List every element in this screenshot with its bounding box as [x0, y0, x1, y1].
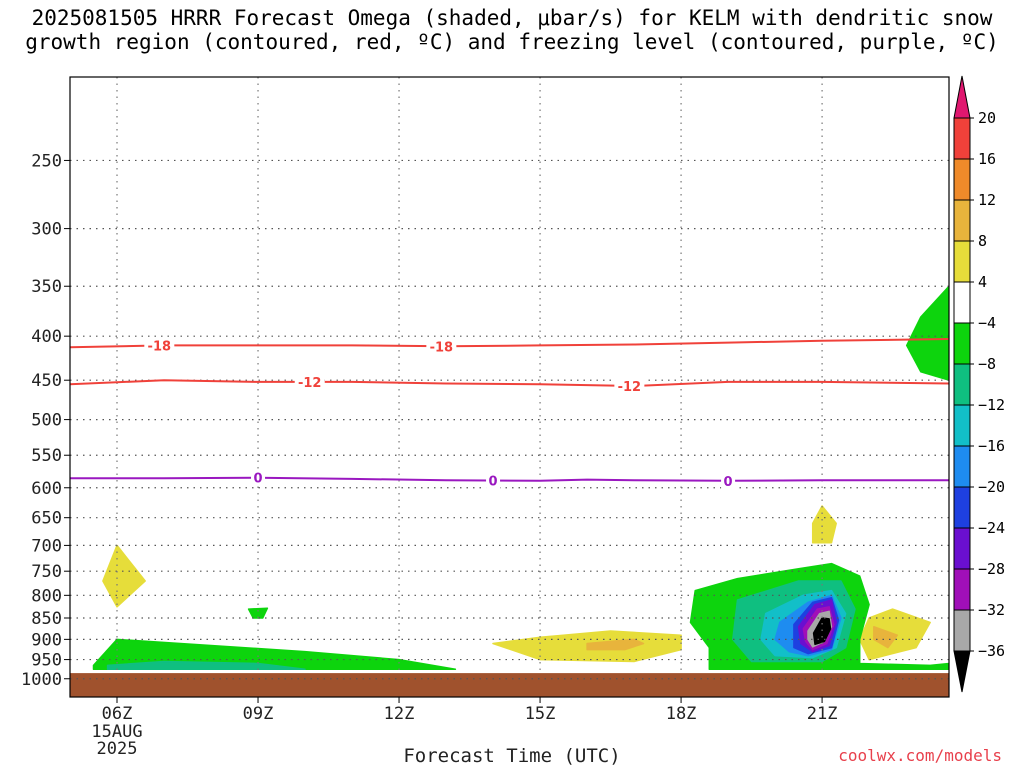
contour-label-bg: [721, 472, 736, 489]
chart-title-line-1: 2025081505 HRRR Forecast Omega (shaded, …: [31, 6, 993, 30]
colorbar-segment: [953, 568, 971, 611]
y-tick-label: 250: [31, 151, 62, 171]
ground-below-surface: [70, 673, 949, 697]
colorbar-label: 12: [978, 191, 996, 209]
colorbar-label: −36: [978, 642, 1005, 660]
contour-label: 0: [724, 475, 733, 490]
y-tick-label: 700: [31, 536, 62, 556]
colorbar-segment: [953, 240, 971, 283]
omega-regions: [92, 285, 949, 671]
colorbar-segment: [953, 117, 971, 160]
contour-label: -12: [298, 376, 322, 391]
x-tick-label: 12Z: [384, 704, 415, 724]
colorbar-segment: [953, 322, 971, 365]
colorbar-segment: [953, 527, 971, 570]
chart-title: 2025081505 HRRR Forecast Omega (shaded, …: [0, 6, 1024, 54]
y-tick-label: 750: [31, 562, 62, 582]
omega-region-6: [586, 638, 645, 651]
colorbar: 20 16 12 8 4 −4 −8 −12 −16 −20 −24 −28 −32 −36: [953, 75, 1005, 693]
contour-label: 0: [489, 475, 498, 490]
chart-title-line-2: growth region (contoured, red, ºC) and f…: [25, 30, 999, 54]
colorbar-segment: [953, 158, 971, 201]
omega-region-2: [247, 607, 269, 619]
contour-label-bg: [426, 338, 457, 355]
credit-link[interactable]: coolwx.com/models: [838, 746, 1002, 765]
omega-region-0: [102, 544, 146, 608]
colorbar-label: −32: [978, 601, 1005, 619]
colorbar-label: −28: [978, 560, 1005, 578]
colorbar-label: −8: [978, 355, 996, 373]
colorbar-bottom-arrow: [953, 650, 971, 693]
contour-line--12: [70, 379, 949, 388]
y-axis-ticks: 2503003504004505005506006507007508008509…: [21, 151, 70, 690]
colorbar-label: −24: [978, 519, 1005, 537]
contour-label-bg: [614, 377, 645, 394]
contour-label-bg: [144, 337, 175, 354]
y-tick-label: 350: [31, 277, 62, 297]
y-tick-label: 450: [31, 371, 62, 391]
colorbar-segment: [953, 363, 971, 406]
colorbar-segment: [953, 609, 971, 652]
y-tick-label: 650: [31, 509, 62, 529]
contour-label-bg: [294, 373, 325, 390]
omega-region-8: [873, 625, 899, 649]
colorbar-label: 20: [978, 109, 996, 127]
omega-region-9: [905, 285, 949, 381]
omega-region-18: [812, 617, 832, 646]
colorbar-label: 8: [978, 232, 987, 250]
contour-label: -18: [430, 340, 454, 355]
contour-label: -12: [618, 380, 642, 395]
colorbar-segment: [953, 404, 971, 447]
y-tick-label: 500: [31, 411, 62, 431]
y-tick-label: 950: [31, 651, 62, 671]
colorbar-segment: [953, 486, 971, 529]
colorbar-label: −4: [978, 314, 996, 332]
colorbar-label: 16: [978, 150, 996, 168]
x-tick-label: 15Z: [525, 704, 556, 724]
contour-label-bg: [486, 472, 501, 489]
omega-region-4: [106, 660, 306, 671]
y-tick-label: 550: [31, 446, 62, 466]
x-tick-label: 06Z: [102, 704, 133, 724]
x-axis-label: Forecast Time (UTC): [403, 745, 621, 767]
temperature-contours: -18 -18 -12 -12 0 0 0: [70, 337, 949, 490]
x-tick-label: 18Z: [666, 704, 697, 724]
y-tick-label: 850: [31, 609, 62, 629]
y-tick-label: 300: [31, 220, 62, 240]
contour-label: -18: [148, 339, 172, 354]
contour-line--18: [70, 338, 949, 349]
contour-label-bg: [251, 469, 266, 486]
colorbar-segment: [953, 445, 971, 488]
colorbar-top-arrow: [953, 75, 971, 119]
colorbar-label: −16: [978, 437, 1005, 455]
y-tick-label: 600: [31, 479, 62, 499]
x-date-label: 15AUG: [91, 722, 142, 742]
y-tick-label: 1000: [21, 670, 62, 690]
x-tick-label: 21Z: [807, 704, 838, 724]
x-date-label: 2025: [97, 739, 138, 759]
colorbar-label: −20: [978, 478, 1005, 496]
colorbar-segment: [953, 281, 971, 324]
contour-label: 0: [253, 472, 262, 487]
colorbar-label: −12: [978, 396, 1005, 414]
y-tick-label: 900: [31, 630, 62, 650]
plot-frame: [69, 76, 950, 698]
contour-line-0: [70, 476, 949, 482]
colorbar-segment: [953, 199, 971, 242]
colorbar-label: 4: [978, 273, 987, 291]
omega-region-1: [811, 505, 837, 544]
x-tick-label: 09Z: [243, 704, 274, 724]
y-tick-label: 400: [31, 327, 62, 347]
y-tick-label: 800: [31, 586, 62, 606]
